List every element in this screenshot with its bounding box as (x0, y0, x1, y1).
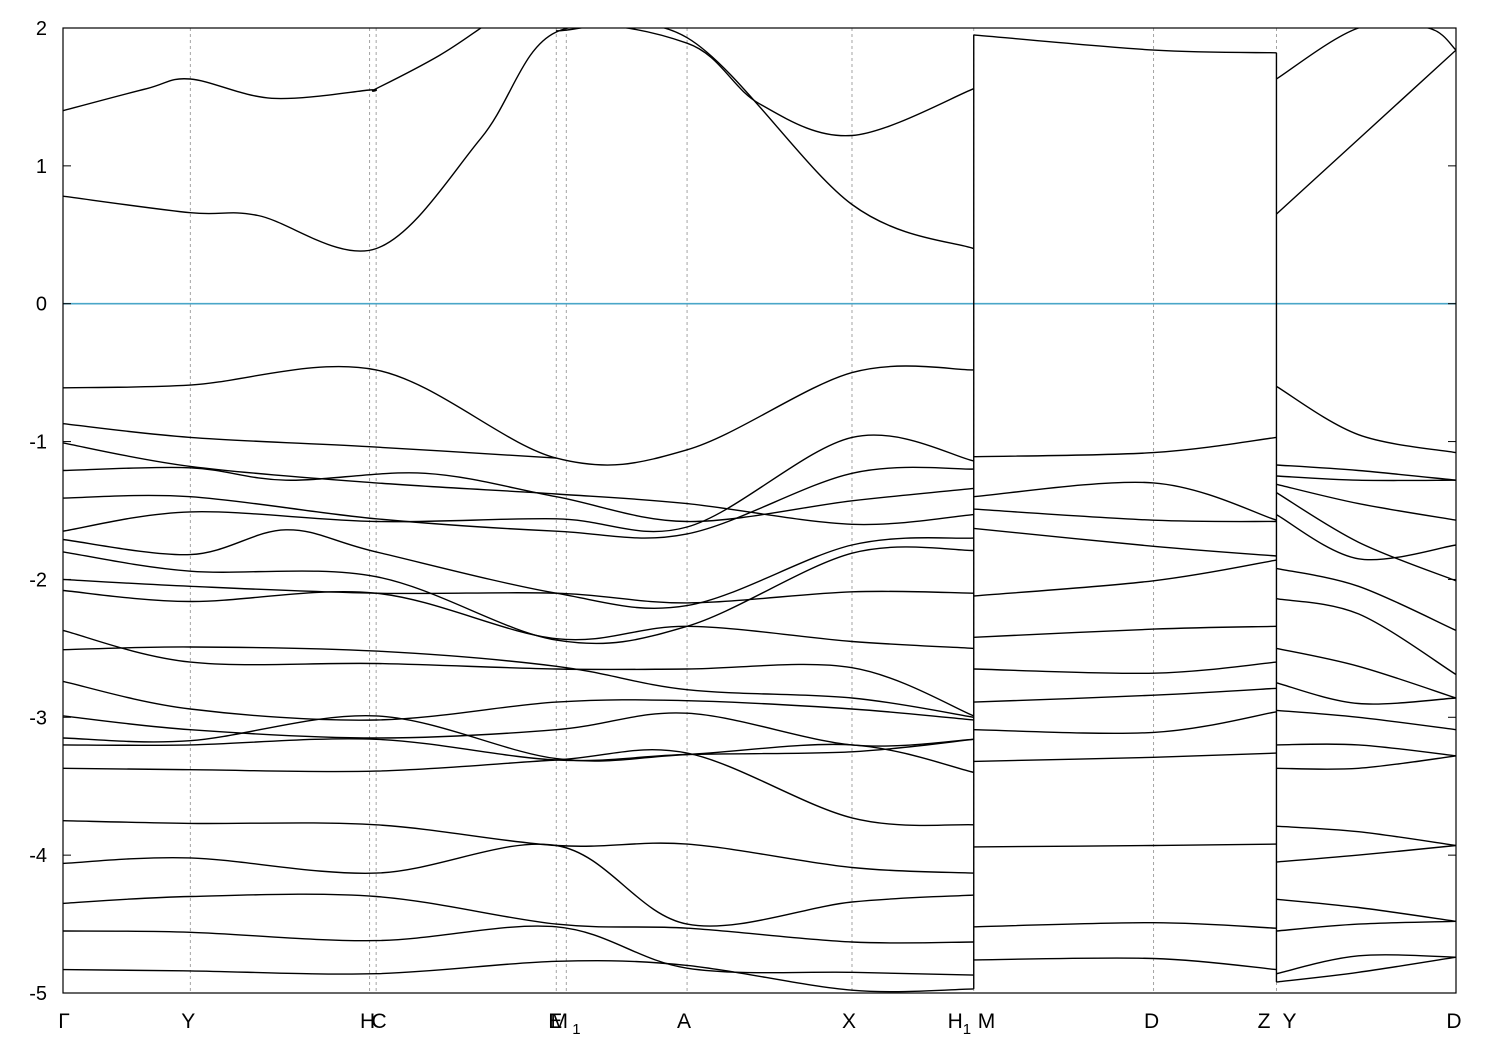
band-line-48 (1276, 598, 1456, 676)
y-axis-ticks: 2 1 0 -1 -2 -3 -4 -5 (29, 18, 1456, 1005)
y-tick-label: 2 (36, 18, 47, 40)
band-line-10 (63, 466, 974, 539)
band-line-39 (973, 921, 1277, 929)
y-tick-label: -5 (29, 983, 47, 1005)
band-line-34 (973, 661, 1277, 675)
band-line-38 (973, 843, 1277, 848)
band-line-25 (63, 893, 974, 944)
band-line-2 (556, 28, 974, 250)
band-line-27 (63, 959, 974, 993)
band-line-53 (1276, 755, 1456, 770)
band-line-54 (1276, 825, 1456, 847)
band-line-12 (63, 529, 974, 610)
high-symmetry-gridlines (189, 28, 1277, 993)
band-line-52 (1276, 743, 1456, 757)
band-line-16 (63, 629, 974, 717)
y-tick-label: 1 (36, 156, 47, 178)
band-line-35 (973, 687, 1277, 703)
x-tick-label-H1: H (948, 1010, 963, 1033)
band-line-23 (63, 820, 974, 874)
band-line-15 (63, 589, 974, 650)
x-tick-label-C: C (372, 1010, 387, 1033)
band-line-28 (973, 436, 1277, 458)
y-tick-label: 0 (36, 294, 47, 316)
band-line-3 (973, 34, 1277, 54)
band-line-36 (973, 711, 1277, 735)
band-line-24 (63, 843, 974, 927)
band-line-13 (63, 546, 974, 645)
band-line-19 (63, 712, 974, 747)
band-line-56 (1276, 898, 1456, 922)
band-line-1 (63, 28, 974, 252)
y-tick-label: -4 (29, 845, 47, 867)
band-line-41 (1276, 385, 1456, 454)
x-tick-subscript: 1 (572, 1021, 580, 1038)
plot-frame (62, 27, 1457, 994)
band-line-58 (1276, 954, 1456, 975)
band-line-45 (1276, 491, 1456, 582)
band-line-33 (973, 625, 1277, 638)
band-lines (63, 28, 1456, 993)
band-line-50 (1276, 682, 1456, 705)
band-line-18 (63, 680, 974, 721)
band-line-59 (1276, 956, 1456, 983)
band-line-29 (973, 481, 1277, 521)
band-line-46 (1276, 513, 1456, 561)
x-tick-label-Y: Y (1282, 1010, 1296, 1033)
x-tick-label-Z: Z (1258, 1010, 1271, 1033)
x-tick-label-H: H (360, 1010, 375, 1033)
band-line-7 (63, 423, 557, 459)
band-line-4 (1276, 28, 1456, 80)
band-line-40 (973, 957, 1277, 971)
band-line-32 (973, 559, 1277, 597)
band-line-55 (1276, 844, 1456, 863)
y-tick-label: -2 (29, 569, 47, 591)
x-tick-label-gamma: Γ (58, 1010, 70, 1033)
x-tick-label-X: X (842, 1010, 856, 1033)
band-line-20 (63, 714, 974, 774)
band-line-21 (63, 738, 974, 762)
band-line-51 (1276, 709, 1456, 731)
band-line-11 (63, 434, 974, 533)
x-tick-label-M1: M (551, 1010, 569, 1033)
x-tick-label-M: M (978, 1010, 996, 1033)
band-line-37 (973, 752, 1277, 763)
y-tick-label: -3 (29, 707, 47, 729)
band-line-6 (63, 365, 974, 466)
band-line-22 (63, 749, 974, 827)
x-tick-subscript: 1 (963, 1021, 971, 1038)
x-tick-label-D: D (1446, 1010, 1461, 1033)
band-line-31 (973, 527, 1277, 557)
band-line-8 (63, 442, 974, 526)
band-line-0 (63, 28, 482, 112)
y-tick-label: -1 (29, 432, 47, 454)
band-line-5 (1275, 49, 1456, 215)
band-line-49 (1276, 647, 1456, 699)
x-axis-ticks: Γ Y HC EM 1 A X H 1 M D Z Y D (58, 1010, 1461, 1038)
band-line-26 (63, 925, 974, 976)
x-tick-label-E: E (548, 1010, 562, 1033)
band-line-30 (973, 508, 1277, 523)
band-line-17 (63, 646, 974, 718)
x-tick-label-Y1: Y (181, 1010, 195, 1033)
band-line-42 (1276, 464, 1456, 481)
band-line-57 (1276, 920, 1456, 932)
path-discontinuities (973, 34, 1278, 989)
x-tick-label-A: A (677, 1010, 691, 1033)
band-line-9 (63, 466, 974, 523)
band-line-47 (1276, 567, 1456, 632)
band-line-43 (1276, 475, 1456, 482)
band-line-44 (1276, 483, 1456, 521)
x-tick-label-D1: D (1144, 1010, 1159, 1033)
band-line-14 (63, 578, 974, 604)
